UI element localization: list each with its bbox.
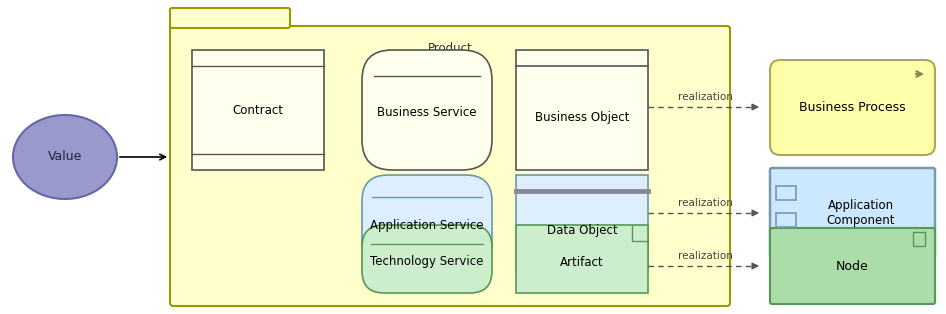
FancyBboxPatch shape (776, 213, 796, 227)
Text: Product: Product (428, 42, 472, 55)
Text: Application Service: Application Service (370, 219, 483, 232)
FancyBboxPatch shape (776, 186, 796, 200)
Text: Business Object: Business Object (534, 111, 629, 124)
FancyBboxPatch shape (362, 50, 492, 170)
Ellipse shape (13, 115, 117, 199)
FancyBboxPatch shape (516, 225, 648, 293)
FancyBboxPatch shape (770, 60, 935, 155)
FancyBboxPatch shape (770, 168, 935, 258)
FancyBboxPatch shape (170, 26, 730, 306)
Text: Artifact: Artifact (560, 256, 604, 268)
Text: Business Process: Business Process (799, 101, 906, 114)
FancyBboxPatch shape (770, 228, 935, 304)
Text: Value: Value (48, 150, 82, 164)
FancyBboxPatch shape (362, 225, 492, 293)
FancyBboxPatch shape (913, 232, 925, 246)
Text: realization: realization (677, 92, 732, 102)
Text: Technology Service: Technology Service (370, 256, 483, 268)
Text: realization: realization (677, 251, 732, 261)
Text: Data Object: Data Object (547, 224, 618, 237)
FancyBboxPatch shape (516, 175, 648, 270)
Text: Node: Node (836, 259, 868, 273)
FancyBboxPatch shape (170, 8, 290, 28)
Text: Application
Component: Application Component (826, 199, 895, 227)
FancyBboxPatch shape (516, 50, 648, 170)
FancyBboxPatch shape (362, 175, 492, 270)
Text: Contract: Contract (233, 104, 284, 116)
Text: Business Service: Business Service (377, 106, 477, 120)
Text: realization: realization (677, 198, 732, 208)
FancyBboxPatch shape (192, 50, 324, 170)
